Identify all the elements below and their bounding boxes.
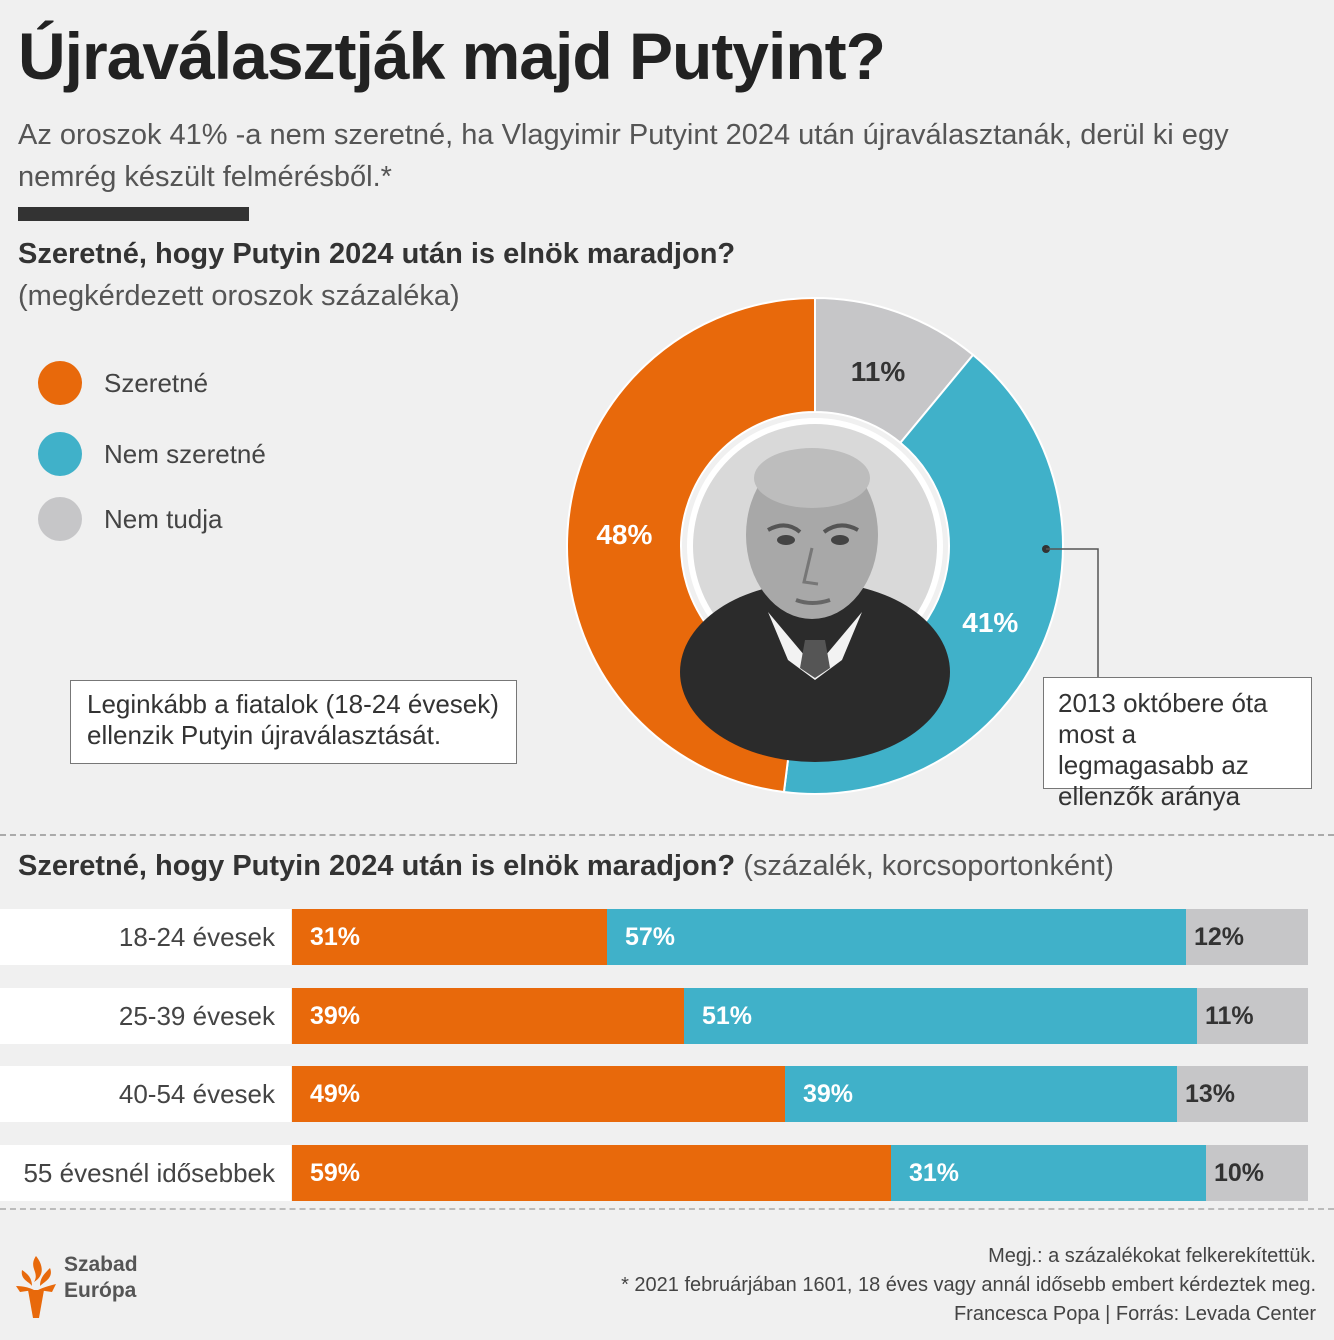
donut-chart-subtitle: (megkérdezett oroszok százaléka)	[18, 280, 460, 312]
logo-wordmark: Szabad Európa	[64, 1252, 138, 1304]
logo-line-2: Európa	[64, 1279, 137, 1302]
bar-segment: 57%	[607, 909, 1186, 965]
title-rule	[18, 207, 249, 221]
bar-segment: 39%	[292, 988, 684, 1044]
bar-category-label: 55 évesnél idősebbek	[23, 1158, 275, 1188]
portrait-photo	[680, 418, 950, 762]
bar-segment: 13%	[1177, 1066, 1308, 1122]
donut-chart: 11% 41% 48%	[566, 296, 1099, 795]
section-divider	[0, 834, 1334, 836]
logo: Szabad Európa	[14, 1252, 138, 1320]
donut-slice-label: 41%	[962, 607, 1018, 638]
footer: Megj.: a százalékokat felkerekítettük. *…	[621, 1242, 1316, 1329]
legend-item-szeretne: Szeretné	[38, 360, 208, 406]
legend-swatch-blue	[38, 432, 82, 476]
bar-segment: 12%	[1186, 909, 1308, 965]
bar-segment: 11%	[1197, 988, 1308, 1044]
bar-category-label: 40-54 évesek	[118, 1079, 275, 1109]
bar-segment: 59%	[292, 1145, 891, 1201]
legend-label: Nem tudja	[104, 503, 223, 534]
footer-note: Megj.: a százalékokat felkerekítettük.	[988, 1245, 1316, 1267]
bar-row: 39% 51% 11%	[292, 988, 1308, 1044]
legend-swatch-grey	[38, 497, 82, 541]
logo-line-1: Szabad	[64, 1253, 138, 1276]
bar-segment: 31%	[292, 909, 607, 965]
bar-row: 59% 31% 10%	[292, 1145, 1308, 1201]
bar-row: 31% 57% 12%	[292, 909, 1308, 965]
footer-credit: Francesca Popa | Forrás: Levada Center	[953, 1303, 1316, 1325]
legend-label: Szeretné	[104, 367, 209, 398]
donut-chart-title: Szeretné, hogy Putyin 2024 után is elnök…	[18, 238, 736, 270]
bar-segment: 10%	[1206, 1145, 1308, 1201]
page-title: Újraválasztják majd Putyint?	[18, 19, 886, 93]
footer-survey: * 2021 februárjában 1601, 18 éves vagy a…	[621, 1274, 1316, 1296]
annotation-youth: Leginkább a fiatalok (18-24 évesek) elle…	[70, 680, 517, 764]
bar-segment: 49%	[292, 1066, 785, 1122]
bar-category-label-box: 40-54 évesek	[0, 1066, 291, 1122]
bar-category-label: 18-24 évesek	[118, 922, 275, 952]
page-subtitle: Az oroszok 41% -a nem szeretné, ha Vlagy…	[18, 119, 1229, 193]
footer-divider	[0, 1208, 1334, 1210]
bar-segment: 31%	[891, 1145, 1206, 1201]
bar-chart-title: Szeretné, hogy Putyin 2024 után is elnök…	[18, 850, 1114, 883]
bar-category-label-box: 18-24 évesek	[0, 909, 291, 965]
legend-swatch-orange	[38, 361, 82, 405]
bar-chart-title-main: Szeretné, hogy Putyin 2024 után is elnök…	[18, 850, 736, 882]
bar-row: 49% 39% 13%	[292, 1066, 1308, 1122]
legend-item-nem-szeretne: Nem szeretné	[38, 431, 266, 477]
donut-slice-label: 48%	[596, 519, 652, 550]
bar-category-label-box: 55 évesnél idősebbek	[0, 1145, 291, 1201]
donut-slice-label: 11%	[851, 356, 906, 387]
annotation-record: 2013 októbere óta most a legmagasabb az …	[1043, 677, 1312, 811]
torch-icon	[16, 1256, 56, 1318]
bar-category-label: 25-39 évesek	[118, 1001, 275, 1031]
bar-segment: 51%	[684, 988, 1197, 1044]
bar-segment: 39%	[785, 1066, 1177, 1122]
bar-category-label-box: 25-39 évesek	[0, 988, 291, 1044]
legend-label: Nem szeretné	[104, 438, 266, 469]
annotation-leader-line	[1042, 545, 1099, 677]
legend-item-nem-tudja: Nem tudja	[38, 496, 223, 542]
bar-chart-title-suffix: (százalék, korcsoportonként)	[743, 850, 1114, 882]
